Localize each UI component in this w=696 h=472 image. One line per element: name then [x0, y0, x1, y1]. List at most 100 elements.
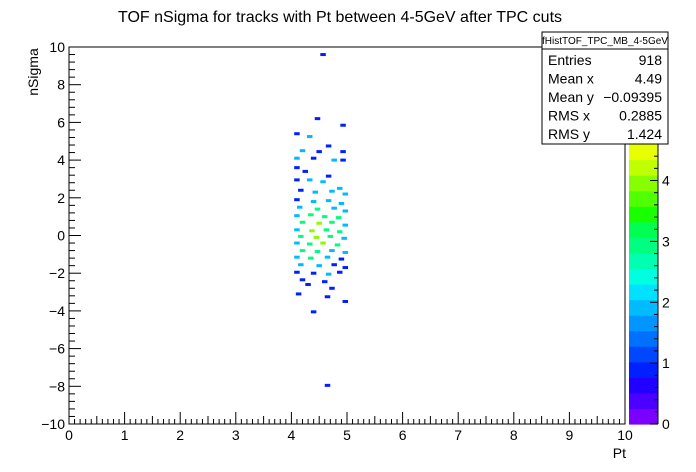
histogram-cell — [310, 271, 317, 275]
histogram-cell — [321, 280, 328, 284]
x-tick-label: 0 — [65, 427, 73, 443]
histogram-cell — [336, 230, 343, 234]
y-tick-label: 0 — [57, 228, 65, 244]
histogram-cell — [298, 234, 304, 238]
palette-band — [629, 159, 658, 176]
histogram-cell — [294, 270, 300, 274]
x-tick-label: 10 — [617, 427, 633, 443]
x-tick-label: 9 — [566, 427, 574, 443]
stats-label: RMS x — [548, 108, 590, 124]
histogram-cell — [340, 123, 346, 127]
histogram-cell — [316, 264, 322, 268]
palette-tick-label: 2 — [662, 294, 670, 310]
histogram-cell — [310, 200, 317, 204]
y-tick-label: −8 — [49, 378, 65, 394]
x-tick-label: 1 — [121, 427, 129, 443]
histogram-cell — [309, 229, 315, 233]
stats-box-frame — [541, 31, 669, 145]
histogram-cell — [302, 169, 309, 173]
palette-band — [629, 299, 658, 316]
histogram-cell — [298, 188, 304, 192]
histogram-cell — [314, 117, 321, 121]
stats-label: Entries — [548, 52, 592, 68]
histogram-cell — [294, 178, 300, 182]
histogram-cell — [331, 263, 337, 267]
stats-value: 1.424 — [627, 126, 662, 142]
histogram-cell — [308, 256, 314, 260]
y-tick-label: 10 — [49, 39, 65, 55]
histogram-cell — [327, 234, 334, 238]
palette-tick-label: 0 — [662, 416, 670, 432]
histogram-cell — [331, 206, 337, 210]
palette-band — [629, 268, 658, 285]
palette-band — [629, 361, 658, 378]
histogram-cell — [306, 242, 313, 246]
histogram-cell — [336, 270, 343, 274]
histogram-cell — [294, 214, 300, 218]
histogram-cell — [320, 180, 326, 184]
histogram-cell — [316, 221, 322, 225]
histogram-cell — [294, 156, 300, 160]
palette-tick-label: 4 — [662, 173, 670, 189]
histogram-cell — [321, 215, 328, 219]
palette-tick-label: 3 — [662, 233, 670, 249]
y-tick-label: −6 — [49, 341, 65, 357]
axes: 0 1 2 3 4 5 6 7 8 9 10 −10 −8 −6 −4 −2 0 2 4 6 8 10 — [41, 39, 633, 443]
x-tick-label: 6 — [399, 427, 407, 443]
histogram-cell — [335, 216, 342, 220]
histogram-cell — [342, 223, 349, 227]
histogram-cell — [313, 235, 320, 239]
y-tick-label: −2 — [49, 265, 65, 281]
palette-band — [629, 237, 658, 254]
palette-band — [629, 408, 658, 425]
histogram-cell — [323, 228, 330, 232]
histogram-cell — [338, 257, 345, 261]
stats-box: fHistTOF_TPC_MB_4-5GeV Entries 918 Mean x 4… — [541, 31, 669, 145]
histogram-cell — [329, 220, 335, 224]
x-tick-label: 2 — [176, 427, 184, 443]
y-tick-label: 2 — [57, 190, 65, 206]
histogram-cell — [310, 156, 317, 160]
histogram-cell — [342, 299, 349, 303]
histogram-cell — [310, 310, 317, 314]
histogram-cell — [331, 158, 337, 162]
y-tick-label: 8 — [57, 77, 65, 93]
histogram-cell — [306, 178, 313, 182]
histogram-cell — [296, 205, 303, 209]
stats-label: Mean x — [548, 71, 594, 87]
histogram-cell — [314, 207, 321, 211]
histogram-cell — [312, 190, 319, 194]
histogram-cell — [294, 255, 300, 259]
palette-tick-label: 1 — [662, 355, 670, 371]
palette-band — [629, 175, 658, 192]
palette-band — [629, 346, 658, 363]
histogram-cell — [320, 53, 326, 57]
y-tick-label: 4 — [57, 152, 65, 168]
palette-band — [629, 330, 658, 347]
histogram-cell — [341, 236, 347, 240]
histogram-cell — [294, 198, 300, 202]
histogram-cell — [299, 220, 306, 224]
histogram-cell — [316, 150, 322, 154]
palette-band — [629, 392, 658, 410]
y-axis-label: nSigma — [25, 48, 41, 96]
stats-box-title: fHistTOF_TPC_MB_4-5GeV — [542, 36, 668, 47]
histogram-cells — [294, 53, 349, 387]
palette-band — [629, 206, 658, 223]
palette-band — [629, 377, 658, 394]
histogram-cell — [334, 243, 341, 247]
palette-band — [629, 221, 658, 238]
histogram-cell — [324, 255, 331, 259]
x-tick-label: 8 — [510, 427, 518, 443]
histogram-cell — [299, 249, 306, 253]
stats-value: 0.2885 — [619, 108, 662, 124]
histogram-cell — [325, 174, 332, 178]
x-axis-label: Pt — [613, 445, 626, 461]
y-tick-label: 6 — [57, 114, 65, 130]
palette-band — [629, 315, 658, 332]
y-tick-label: −4 — [49, 303, 65, 319]
histogram-cell — [294, 241, 300, 245]
palette-band — [629, 284, 658, 301]
histogram-cell — [329, 249, 335, 253]
